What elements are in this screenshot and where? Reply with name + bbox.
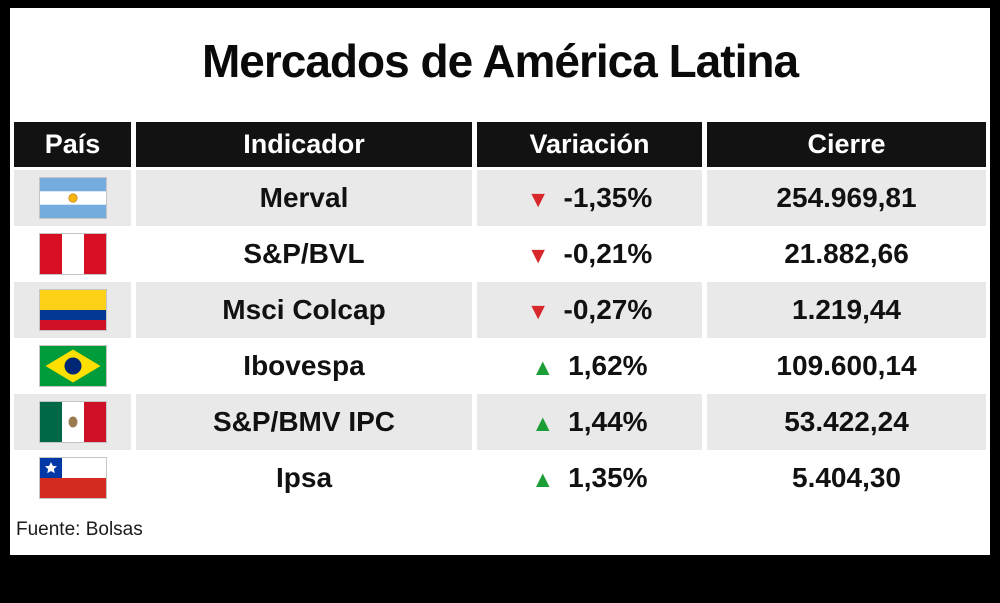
column-header-pais: País	[14, 122, 131, 167]
variation-cell: ▼ -0,21%	[477, 226, 702, 282]
close-cell: 53.422,24	[707, 394, 986, 450]
triangle-up-icon: ▲	[531, 465, 555, 492]
column-header-variacion: Variación	[477, 122, 702, 167]
column-header-cierre: Cierre	[707, 122, 986, 167]
flag-brazil-icon	[38, 345, 107, 387]
flag-peru-icon	[38, 233, 107, 275]
column-header-indicador: Indicador	[136, 122, 472, 167]
indicator-cell: Msci Colcap	[136, 282, 472, 338]
triangle-down-icon: ▼	[526, 297, 550, 324]
close-cell: 254.969,81	[707, 170, 986, 226]
variation-value: 1,62%	[568, 350, 648, 381]
variation-value: 1,35%	[568, 462, 648, 493]
variation-cell: ▲ 1,62%	[477, 338, 702, 394]
country-flag-cell	[14, 394, 131, 450]
close-cell: 1.219,44	[707, 282, 986, 338]
triangle-down-icon: ▼	[526, 241, 550, 268]
variation-cell: ▼ -1,35%	[477, 170, 702, 226]
variation-cell: ▲ 1,35%	[477, 450, 702, 506]
triangle-up-icon: ▲	[531, 353, 555, 380]
country-flag-cell	[14, 226, 131, 282]
triangle-up-icon: ▲	[531, 409, 555, 436]
indicator-cell: Merval	[136, 170, 472, 226]
indicator-cell: Ipsa	[136, 450, 472, 506]
source-caption: Fuente: Bolsas	[16, 519, 143, 540]
content-card: Mercados de América Latina País Indicado…	[10, 8, 990, 555]
variation-cell: ▲ 1,44%	[477, 394, 702, 450]
country-flag-cell	[14, 450, 131, 506]
variation-cell: ▼ -0,27%	[477, 282, 702, 338]
markets-table: País Indicador Variación Cierre Mer	[14, 122, 986, 506]
indicator-cell: Ibovespa	[136, 338, 472, 394]
flag-colombia-icon	[38, 289, 107, 331]
variation-value: -0,27%	[563, 294, 653, 325]
close-cell: 21.882,66	[707, 226, 986, 282]
variation-value: -1,35%	[563, 182, 653, 213]
indicator-cell: S&P/BMV IPC	[136, 394, 472, 450]
close-cell: 109.600,14	[707, 338, 986, 394]
indicator-cell: S&P/BVL	[136, 226, 472, 282]
variation-value: -0,21%	[563, 238, 653, 269]
flag-argentina-icon	[38, 177, 107, 219]
country-flag-cell	[14, 282, 131, 338]
country-flag-cell	[14, 338, 131, 394]
close-cell: 5.404,30	[707, 450, 986, 506]
triangle-down-icon: ▼	[526, 185, 550, 212]
variation-value: 1,44%	[568, 406, 648, 437]
page-title: Mercados de América Latina	[201, 35, 799, 87]
flag-mexico-icon	[38, 401, 107, 443]
flag-chile-icon	[38, 457, 107, 499]
country-flag-cell	[14, 170, 131, 226]
